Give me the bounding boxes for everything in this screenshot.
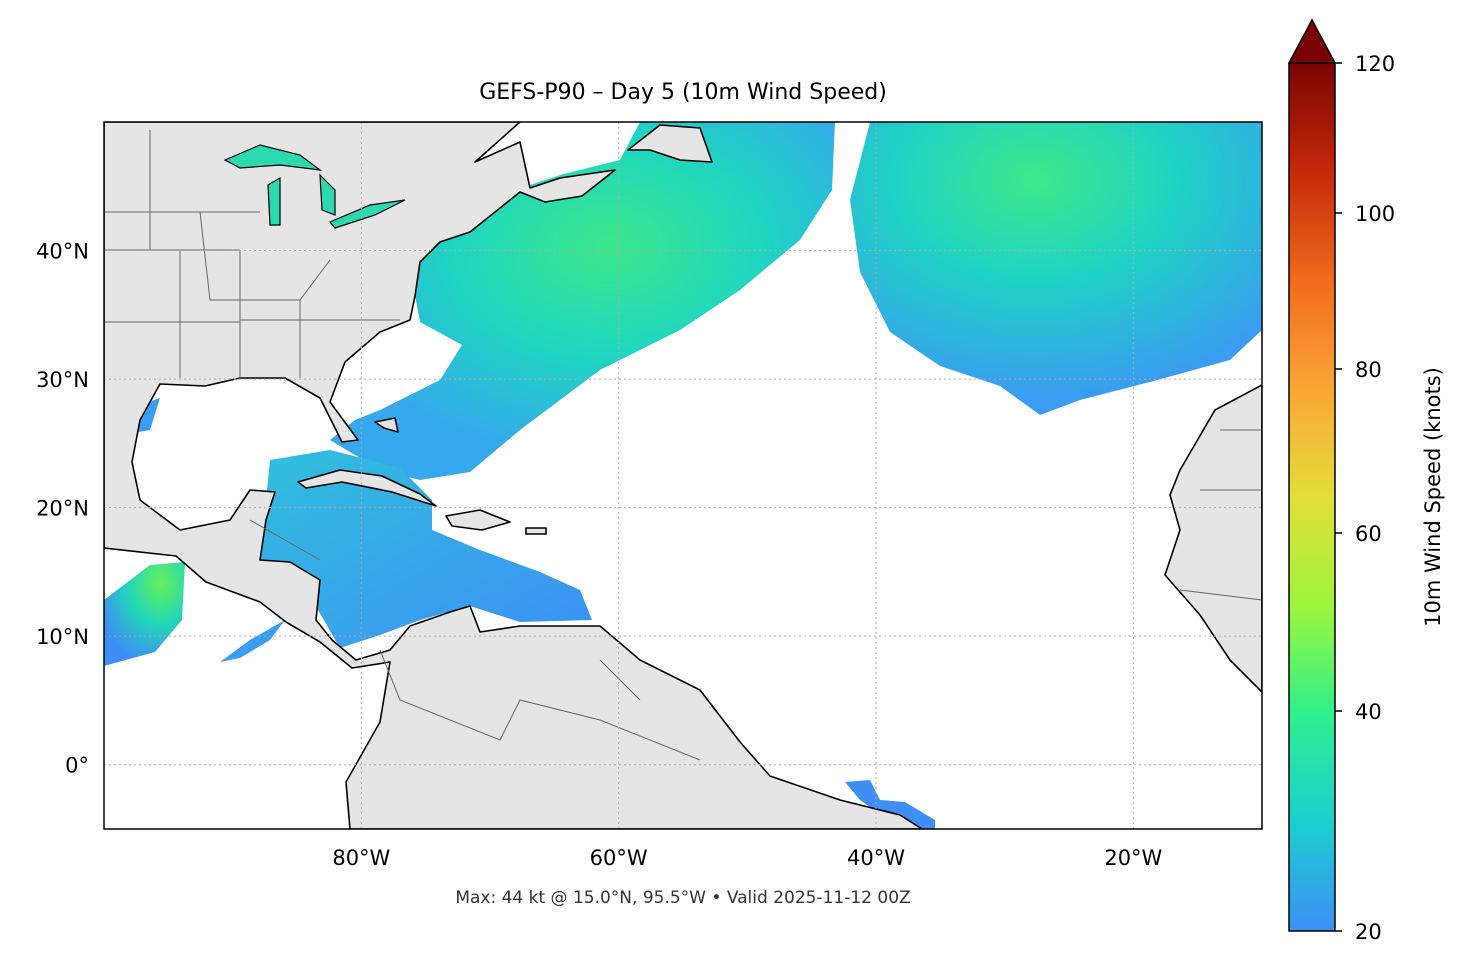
colorbar-gradient: [1288, 62, 1336, 932]
map-area: [104, 122, 1262, 829]
wind-field-nw-atlantic: [330, 122, 835, 480]
land-hispaniola: [445, 509, 511, 531]
x-tick-labels: 80°W 60°W 40°W 20°W: [332, 846, 1162, 870]
wind-field-ne-atlantic: [850, 122, 1262, 415]
land-americas: [104, 122, 923, 829]
colorbar: 20 40 60 80 100 120 10m Wind Speed (knots): [1287, 18, 1445, 944]
colorbar-tick-label: 20: [1355, 920, 1382, 944]
wind-field-brazil: [845, 780, 935, 829]
x-tick-label: 40°W: [847, 846, 905, 870]
colorbar-tick-label: 100: [1355, 202, 1395, 226]
chart-title: GEFS-P90 – Day 5 (10m Wind Speed): [479, 80, 887, 105]
political-borders: [104, 130, 1262, 761]
land-bahamas: [374, 417, 399, 433]
y-tick-label: 10°N: [36, 625, 89, 649]
wind-field-caribbean: [258, 450, 592, 648]
colorbar-tick-label: 80: [1355, 358, 1382, 382]
map-frame: [103, 121, 1263, 830]
colorbar-tick-label: 120: [1355, 52, 1395, 76]
y-tick-label: 0°: [65, 754, 89, 778]
footer-max-valid: Max: 44 kt @ 15.0°N, 95.5°W • Valid 2025…: [455, 888, 910, 908]
y-tick-label: 20°N: [36, 497, 89, 521]
land-newfoundland: [627, 124, 713, 163]
wind-field-pacific-mexico: [104, 562, 185, 666]
x-tick-label: 80°W: [332, 846, 390, 870]
x-tick-label: 20°W: [1104, 846, 1162, 870]
lake-michigan: [267, 176, 281, 226]
colorbar-extend-arrow: [1287, 18, 1337, 64]
lake-erie-ontario: [329, 199, 406, 229]
land-africa: [1164, 384, 1262, 693]
y-tick-label: 30°N: [36, 368, 89, 392]
land-puerto-rico: [525, 527, 547, 535]
wind-field-pacific-small: [220, 620, 285, 662]
lake-superior: [223, 144, 323, 171]
colorbar-label: 10m Wind Speed (knots): [1421, 367, 1445, 627]
graticule: [104, 122, 1262, 829]
y-tick-label: 40°N: [36, 240, 89, 264]
colorbar-tick-label: 40: [1355, 700, 1382, 724]
x-tick-label: 60°W: [590, 846, 648, 870]
land-cuba: [297, 469, 437, 507]
lake-huron: [319, 173, 336, 216]
colorbar-tick-label: 60: [1355, 522, 1382, 546]
y-tick-labels: 40°N 30°N 20°N 10°N 0°: [36, 240, 89, 778]
